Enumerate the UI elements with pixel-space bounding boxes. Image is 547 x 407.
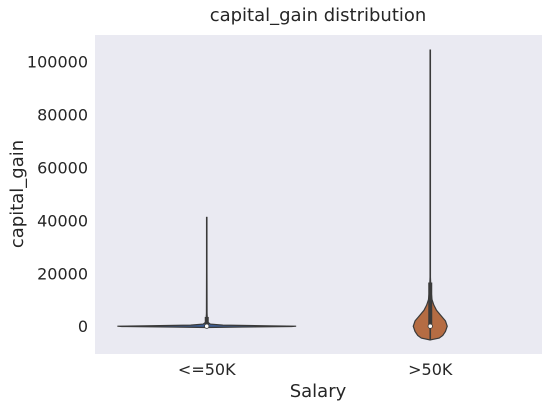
violin-1 (412, 49, 448, 341)
y-tick-label-4: 80000 (37, 105, 88, 124)
violin-median-1 (427, 323, 433, 329)
violins (117, 49, 448, 341)
plot-area (95, 35, 542, 354)
y-axis-label: capital_gain (7, 140, 28, 248)
violin-0 (117, 216, 297, 329)
y-tick-label-5: 100000 (27, 52, 88, 71)
y-axis-ticks: 0 20000 40000 60000 80000 100000 (27, 52, 88, 336)
x-tick-label-1: >50K (408, 360, 453, 379)
y-tick-label-2: 40000 (37, 211, 88, 230)
chart-title: capital_gain distribution (210, 5, 427, 26)
x-axis-label: Salary (290, 381, 347, 402)
y-tick-label-0: 0 (78, 317, 88, 336)
x-tick-label-0: <=50K (178, 360, 236, 379)
violin-median-0 (204, 323, 210, 329)
y-tick-label-1: 20000 (37, 264, 88, 283)
x-axis-ticks: <=50K >50K (178, 360, 453, 379)
y-tick-label-3: 60000 (37, 158, 88, 177)
